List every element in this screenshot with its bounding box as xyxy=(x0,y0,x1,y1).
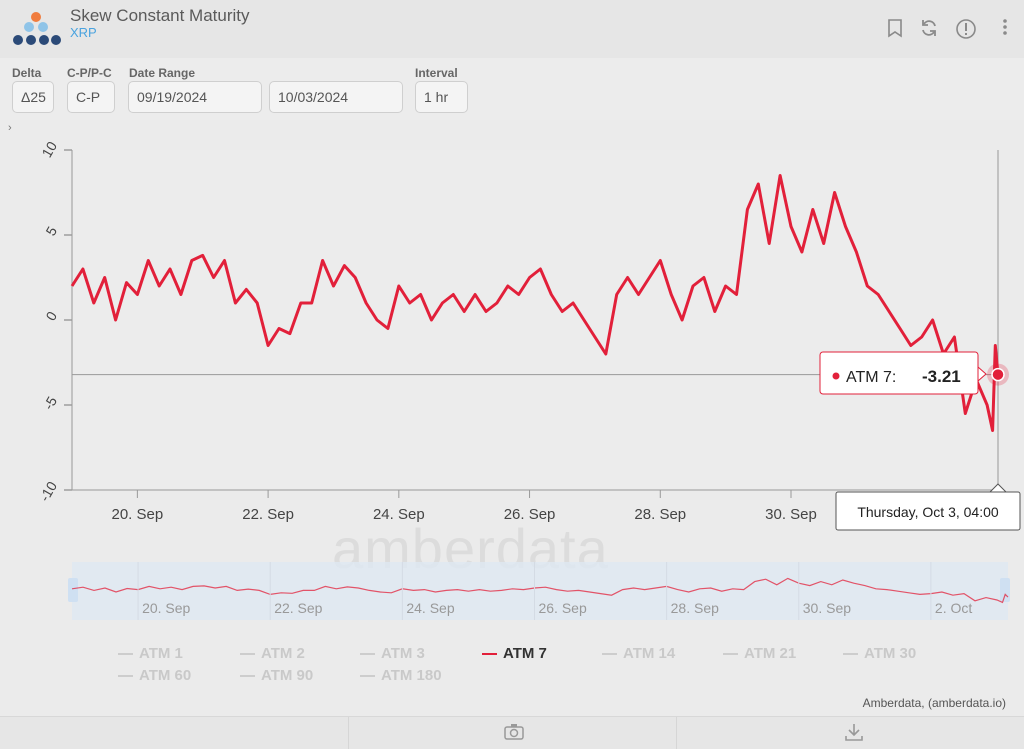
x-tick-label: 22. Sep xyxy=(242,506,294,523)
bookmark-icon[interactable] xyxy=(884,18,906,40)
navigator-tick-label: 2. Oct xyxy=(935,600,972,616)
legend-swatch xyxy=(482,652,497,655)
chevron-right-icon[interactable]: › xyxy=(8,122,12,134)
y-tick-label: 5 xyxy=(42,223,60,238)
y-tick-label: 10 xyxy=(38,138,60,160)
date-label-box xyxy=(835,491,1021,531)
tooltip-value: -3.21 xyxy=(922,367,961,386)
legend-item-atm-21[interactable]: ATM 21 xyxy=(723,645,796,662)
legend-swatch xyxy=(360,674,375,677)
legend-swatch xyxy=(118,652,133,655)
y-tick-label: -10 xyxy=(36,478,60,504)
legend-label: ATM 14 xyxy=(623,645,676,662)
legend-swatch xyxy=(118,674,133,677)
delta-label: Delta xyxy=(12,66,42,80)
legend-label: ATM 7 xyxy=(503,645,547,662)
tooltip: ATM 7: -3.21 xyxy=(819,351,987,395)
legend-item-atm-30[interactable]: ATM 30 xyxy=(843,645,916,662)
legend-label: ATM 60 xyxy=(139,667,192,684)
delta-select[interactable]: Δ25 xyxy=(12,81,54,113)
refresh-icon[interactable] xyxy=(918,18,940,40)
legend-label: ATM 90 xyxy=(261,667,314,684)
tooltip-arrow xyxy=(977,365,987,383)
navigator-window xyxy=(72,562,1008,620)
legend-item-atm-180[interactable]: ATM 180 xyxy=(360,667,442,684)
info-icon[interactable] xyxy=(955,18,977,40)
legend-item-atm-1[interactable]: ATM 1 xyxy=(118,645,183,662)
legend-swatch xyxy=(360,652,375,655)
tooltip-series-dot xyxy=(832,372,840,380)
x-tick-label: 26. Sep xyxy=(504,506,556,523)
interval-label: Interval xyxy=(415,66,458,80)
footer-toolbar xyxy=(0,716,1024,749)
navigator-tick-label: 24. Sep xyxy=(406,600,454,616)
x-tick-label: 30. Sep xyxy=(765,506,817,523)
legend-label: ATM 180 xyxy=(381,667,442,684)
date-label-arrow xyxy=(988,483,1008,493)
x-tick-label: 28. Sep xyxy=(634,506,686,523)
legend-label: ATM 3 xyxy=(381,645,425,662)
date-from-input[interactable]: 09/19/2024 xyxy=(128,81,262,113)
hover-point xyxy=(991,367,1005,382)
footer-divider xyxy=(348,717,349,749)
legend-swatch xyxy=(240,674,255,677)
page-title: Skew Constant Maturity xyxy=(70,6,250,25)
amberdata-logo xyxy=(13,12,61,45)
y-tick-label: -5 xyxy=(40,393,60,412)
legend-item-atm-90[interactable]: ATM 90 xyxy=(240,667,313,684)
controls-bar: Delta Δ25 C-P/P-C C-P Date Range 09/19/2… xyxy=(0,58,1024,120)
legend-item-atm-2[interactable]: ATM 2 xyxy=(240,645,305,662)
navigator-tick-label: 20. Sep xyxy=(142,600,190,616)
cp-select[interactable]: C-P xyxy=(67,81,115,113)
x-tick-label: 20. Sep xyxy=(112,506,164,523)
navigator-series-line xyxy=(71,577,1009,604)
legend-item-atm-14[interactable]: ATM 14 xyxy=(602,645,675,662)
more-vertical-icon[interactable] xyxy=(994,18,1016,40)
download-icon[interactable] xyxy=(843,723,865,745)
date-to-input[interactable]: 10/03/2024 xyxy=(269,81,403,113)
legend-label: ATM 2 xyxy=(261,645,305,662)
cp-label: C-P/P-C xyxy=(67,66,112,80)
legend-swatch xyxy=(602,652,617,655)
legend-label: ATM 21 xyxy=(744,645,797,662)
legend-item-atm-3[interactable]: ATM 3 xyxy=(360,645,425,662)
crosshair-date-label: Thursday, Oct 3, 04:00 xyxy=(835,483,1021,531)
camera-icon[interactable] xyxy=(503,723,525,745)
x-tick-label: 24. Sep xyxy=(373,506,425,523)
plot-background xyxy=(72,150,998,490)
navigator-tick-label: 26. Sep xyxy=(538,600,586,616)
app-header: Skew Constant Maturity XRP xyxy=(0,0,1024,59)
navigator-handle-right xyxy=(1000,578,1010,602)
legend-item-atm-7[interactable]: ATM 7 xyxy=(482,645,547,662)
navigator-tick-label: 22. Sep xyxy=(274,600,322,616)
legend-swatch xyxy=(240,652,255,655)
date-range-label: Date Range xyxy=(129,66,196,80)
asset-subtitle[interactable]: XRP xyxy=(70,25,97,40)
navigator-handle-left xyxy=(68,578,78,602)
legend-swatch xyxy=(843,652,858,655)
date-label-text: Thursday, Oct 3, 04:00 xyxy=(857,504,999,520)
legend-item-atm-60[interactable]: ATM 60 xyxy=(118,667,191,684)
series-line-atm-7 xyxy=(70,174,1000,432)
footer-divider xyxy=(676,717,677,749)
interval-select[interactable]: 1 hr xyxy=(415,81,468,113)
legend-label: ATM 30 xyxy=(864,645,917,662)
navigator-tick-label: 30. Sep xyxy=(803,600,851,616)
legend-swatch xyxy=(723,652,738,655)
tooltip-series-label: ATM 7: xyxy=(846,369,896,386)
legend-label: ATM 1 xyxy=(139,645,183,662)
y-tick-label: 0 xyxy=(42,308,60,323)
chart-area: 10 5 0 -5 -10 20. Sep 22. Sep 24. Sep 26. Sep 28.… xyxy=(36,138,1021,620)
credits-link[interactable]: Amberdata, (amberdata.io) xyxy=(862,696,1006,710)
navigator-tick-label: 28. Sep xyxy=(671,600,719,616)
